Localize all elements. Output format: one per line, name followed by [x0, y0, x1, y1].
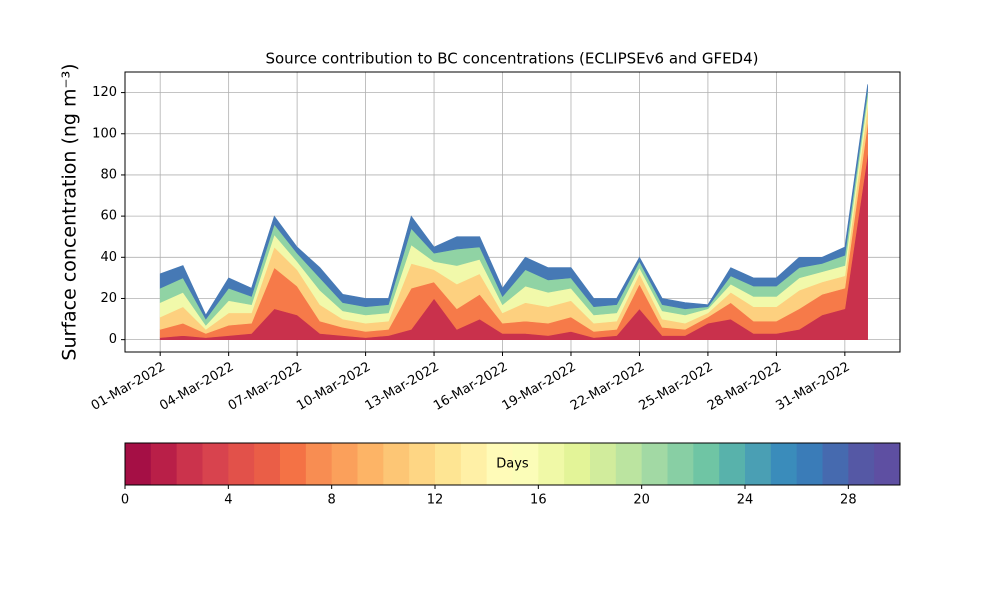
colorbar-bin — [693, 443, 720, 485]
colorbar-bin — [176, 443, 203, 485]
colorbar-tick-label: 28 — [840, 493, 857, 508]
colorbar-tick-label: 16 — [530, 493, 547, 508]
x-tick-label: 04-Mar-2022 — [157, 360, 236, 414]
colorbar-bin — [202, 443, 229, 485]
x-tick-label: 01-Mar-2022 — [89, 360, 168, 414]
x-tick-label: 19-Mar-2022 — [500, 360, 579, 414]
colorbar-bin — [125, 443, 152, 485]
colorbar-bin — [254, 443, 281, 485]
colorbar-bin — [874, 443, 901, 485]
colorbar-bin — [357, 443, 384, 485]
colorbar-bin — [280, 443, 307, 485]
y-tick-label: 0 — [109, 332, 117, 347]
colorbar-bin — [512, 443, 539, 485]
colorbar-bin — [564, 443, 591, 485]
colorbar-bin — [770, 443, 798, 485]
x-tick-label: 13-Mar-2022 — [363, 360, 442, 414]
colorbar-bin — [822, 443, 849, 485]
colorbar-bin — [538, 443, 565, 485]
colorbar-bin — [848, 443, 875, 485]
x-tick-label: 25-Mar-2022 — [637, 360, 716, 414]
colorbar-bin — [745, 443, 772, 485]
x-tick-label: 07-Mar-2022 — [226, 360, 305, 414]
x-tick-label: 31-Mar-2022 — [773, 360, 852, 414]
x-tick-label: 10-Mar-2022 — [294, 360, 373, 414]
colorbar-tick-label: 24 — [737, 493, 754, 508]
area-layer — [159, 84, 868, 320]
colorbar-bin — [796, 443, 823, 485]
colorbar-bin — [305, 443, 333, 485]
colorbar-tick-label: 8 — [328, 493, 336, 508]
y-tick-label: 60 — [100, 209, 117, 224]
colorbar-tick-label: 12 — [427, 493, 444, 508]
colorbar-tick-label: 20 — [633, 493, 650, 508]
colorbar-bin — [719, 443, 746, 485]
colorbar-bin — [383, 443, 410, 485]
colorbar-frame — [124, 442, 901, 486]
colorbar-label: Days — [496, 457, 529, 472]
y-axis-label: Surface concentration (ng m⁻³) — [59, 63, 81, 360]
chart-title: Source contribution to BC concentrations… — [265, 50, 758, 68]
colorbar-bin — [331, 443, 358, 485]
y-tick-label: 40 — [100, 250, 117, 265]
plot-frame — [124, 71, 901, 353]
colorbar-bin — [667, 443, 694, 485]
x-tick-label: 16-Mar-2022 — [431, 360, 510, 414]
colorbar-bin — [228, 443, 255, 485]
colorbar-bin — [435, 443, 462, 485]
colorbar-bin — [590, 443, 617, 485]
colorbar-bin — [150, 443, 178, 485]
x-tick-label: 28-Mar-2022 — [705, 360, 784, 414]
y-tick-label: 120 — [92, 85, 117, 100]
colorbar-bin — [409, 443, 436, 485]
x-tick-label: 22-Mar-2022 — [568, 360, 647, 414]
colorbar-bin — [641, 443, 668, 485]
colorbar-bin — [615, 443, 643, 485]
colorbar-bin — [460, 443, 488, 485]
colorbar-bin — [486, 443, 513, 485]
y-tick-label: 20 — [100, 291, 117, 306]
y-tick-label: 80 — [100, 167, 117, 182]
colorbar-tick-label: 4 — [224, 493, 232, 508]
y-tick-label: 100 — [92, 126, 117, 141]
colorbar-tick-label: 0 — [121, 493, 129, 508]
